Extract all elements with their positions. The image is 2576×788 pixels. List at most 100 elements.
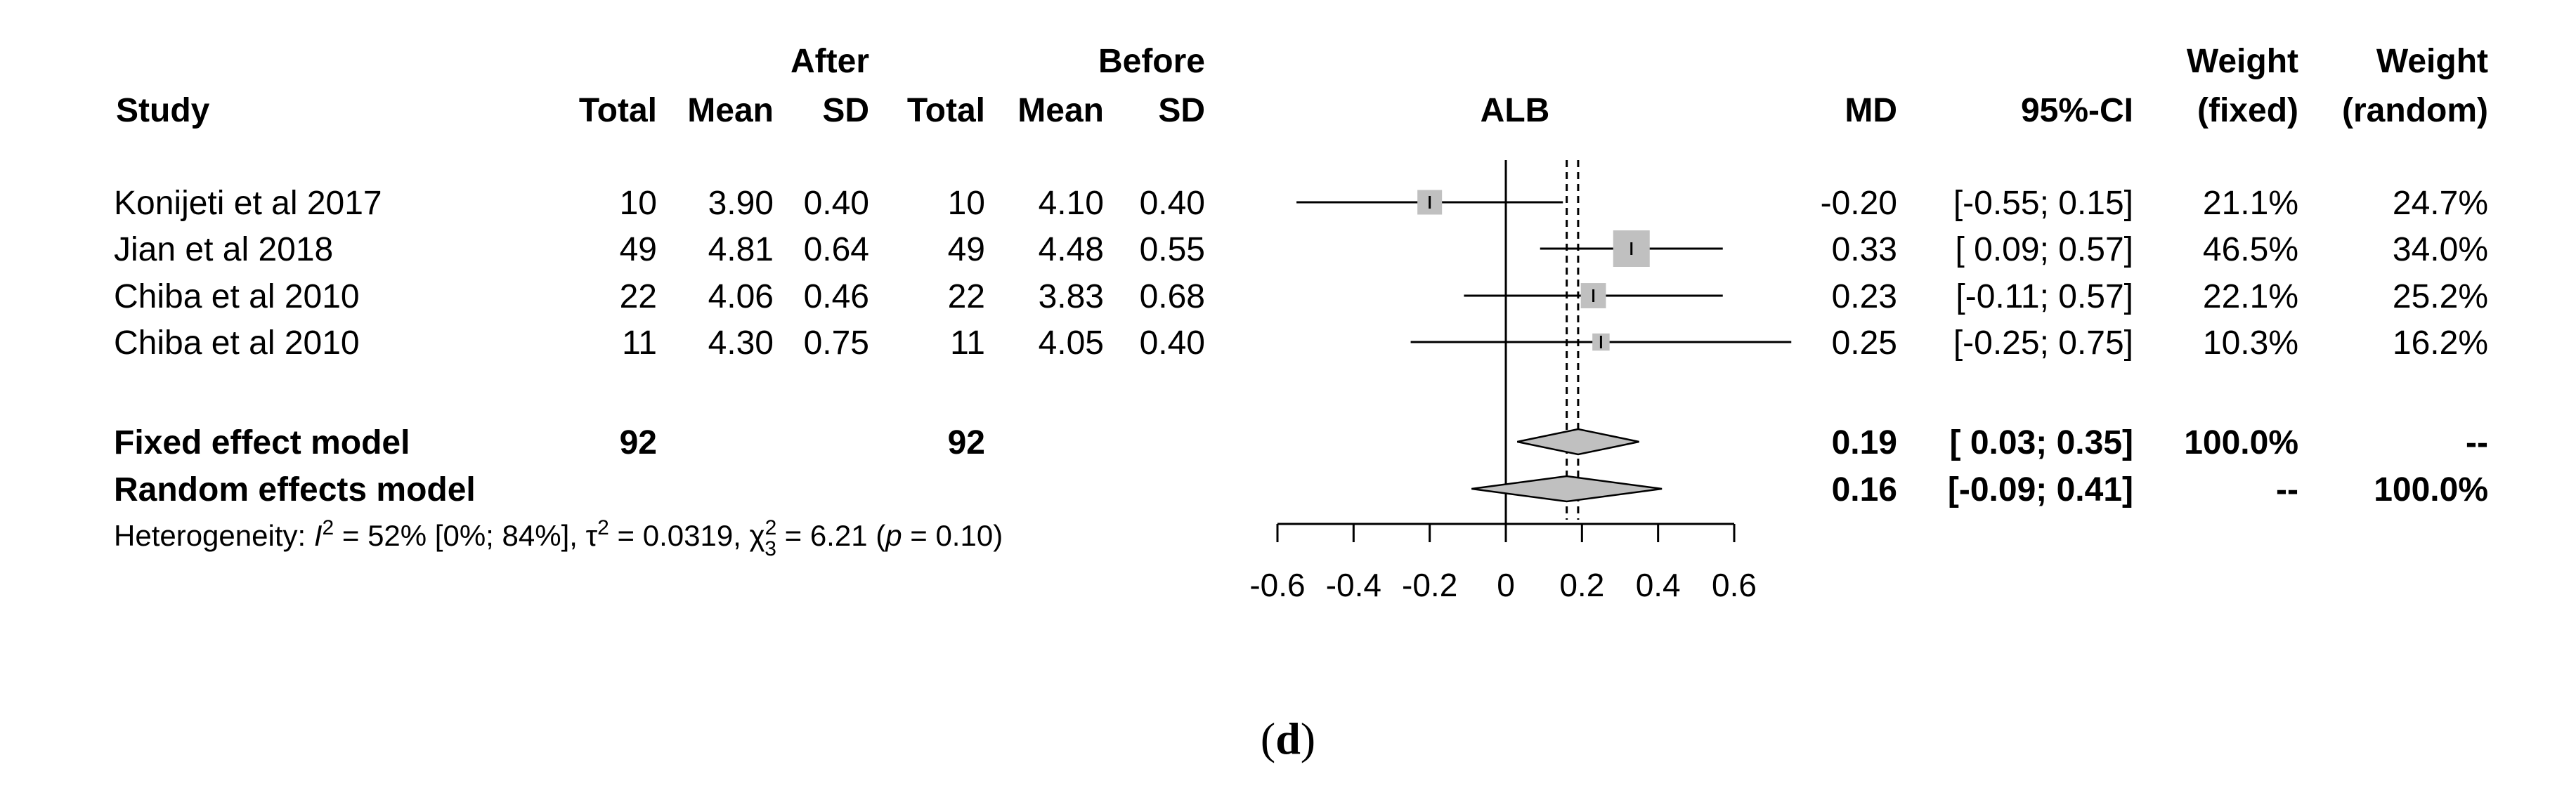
study-md: 0.23 (1832, 278, 1897, 315)
study-mean-after: 4.30 (708, 324, 774, 362)
header-study: Study (116, 92, 210, 129)
study-weight-random: 16.2% (2393, 324, 2488, 362)
fixed-total-after: 92 (620, 424, 657, 461)
study-weight-fixed: 46.5% (2203, 231, 2298, 268)
x-tick-label: 0.2 (1559, 567, 1604, 603)
fixed-total-before: 92 (948, 424, 985, 461)
study-md: 0.33 (1832, 231, 1897, 268)
chart-title: ALB (1481, 92, 1550, 129)
panel-open: ( (1261, 714, 1275, 763)
study-total-before: 49 (948, 231, 985, 268)
study-table: Konijeti et al 2017 10 3.90 0.40 10 4.10… (114, 185, 2488, 362)
panel-letter: d (1275, 714, 1301, 763)
column-headers: After Before Weight Weight Study Total M… (116, 43, 2488, 129)
study-sd-after: 0.46 (804, 278, 869, 315)
header-fixed: (fixed) (2197, 92, 2298, 129)
study-sd-after: 0.75 (804, 324, 869, 362)
study-total-before: 10 (948, 185, 985, 222)
study-total-after: 10 (620, 185, 657, 222)
header-sd-before: SD (1158, 92, 1205, 129)
study-ci: [ 0.09; 0.57] (1955, 231, 2133, 268)
study-weight-random: 24.7% (2393, 185, 2488, 222)
study-total-after: 22 (620, 278, 657, 315)
header-after: After (791, 43, 869, 80)
x-tick-label: 0.4 (1636, 567, 1681, 603)
het-prefix: Heterogeneity: (114, 519, 314, 552)
random-ci: [-0.09; 0.41] (1948, 471, 2133, 508)
fixed-ci: [ 0.03; 0.35] (1950, 424, 2133, 461)
het-p-text: = 0.10) (902, 519, 1003, 552)
het-tau-symbol: τ (586, 519, 598, 552)
study-mean-before: 4.48 (1039, 231, 1104, 268)
study-weight-fixed: 10.3% (2203, 324, 2298, 362)
study-total-before: 11 (950, 324, 985, 362)
header-total-before: Total (907, 92, 985, 129)
forest-graph: -0.6 -0.4 -0.2 0 0.2 0.4 0.6 (1249, 160, 1792, 603)
het-chi-sub: 3 (765, 537, 776, 560)
study-sd-before: 0.68 (1140, 278, 1205, 315)
study-md: -0.20 (1821, 185, 1897, 222)
study-sd-before: 0.40 (1140, 324, 1205, 362)
random-effect-diamond (1471, 475, 1663, 503)
heterogeneity-text: Heterogeneity: I2 = 52% [0%; 84%], τ2 = … (114, 516, 1003, 560)
x-tick-label: 0.6 (1712, 567, 1757, 603)
header-mean-after: Mean (687, 92, 774, 129)
study-ci: [-0.25; 0.75] (1953, 324, 2133, 362)
study-sd-before: 0.40 (1140, 185, 1205, 222)
panel-close: ) (1301, 714, 1315, 763)
study-md: 0.25 (1832, 324, 1897, 362)
study-mean-before: 4.10 (1039, 185, 1104, 222)
study-sd-after: 0.40 (804, 185, 869, 222)
study-name: Chiba et al 2010 (114, 278, 360, 315)
fixed-effect-diamond (1516, 428, 1639, 456)
het-p-symbol: p (884, 519, 902, 552)
header-total-after: Total (579, 92, 657, 129)
het-i2-text: = 52% [0%; 84%], (334, 519, 585, 552)
study-total-after: 49 (620, 231, 657, 268)
fixed-weight-random: -- (2466, 424, 2488, 461)
x-tick-label: -0.6 (1249, 567, 1305, 603)
het-tau-sup: 2 (597, 516, 609, 539)
het-chi-text: = 6.21 ( (776, 519, 885, 552)
header-md: MD (1845, 92, 1897, 129)
header-sd-after: SD (822, 92, 869, 129)
header-weight-fixed-1: Weight (2187, 43, 2298, 80)
random-model-label: Random effects model (114, 471, 476, 508)
study-name: Chiba et al 2010 (114, 324, 360, 362)
x-tick-label: 0 (1497, 567, 1515, 603)
header-before: Before (1098, 43, 1205, 80)
study-mean-after: 4.81 (708, 231, 774, 268)
study-weight-fixed: 21.1% (2203, 185, 2298, 222)
study-weight-fixed: 22.1% (2203, 278, 2298, 315)
het-i-symbol: I (314, 519, 323, 552)
study-mean-before: 4.05 (1039, 324, 1104, 362)
study-name: Jian et al 2018 (114, 231, 333, 268)
study-mean-after: 4.06 (708, 278, 774, 315)
het-chi-sup: 2 (765, 516, 777, 539)
random-md: 0.16 (1832, 471, 1897, 508)
header-ci: 95%-CI (2021, 92, 2133, 129)
fixed-weight-fixed: 100.0% (2184, 424, 2298, 461)
study-ci: [-0.55; 0.15] (1953, 185, 2133, 222)
study-total-after: 11 (622, 324, 657, 362)
fixed-model-label: Fixed effect model (114, 424, 410, 461)
het-chi-symbol: χ (750, 519, 765, 552)
summary-rows: Fixed effect model 92 92 0.19 [ 0.03; 0.… (114, 424, 2488, 508)
het-tau-text: = 0.0319, (609, 519, 750, 552)
x-tick-label: -0.2 (1402, 567, 1457, 603)
random-weight-fixed: -- (2276, 471, 2298, 508)
study-ci: [-0.11; 0.57] (1956, 278, 2133, 315)
fixed-md: 0.19 (1832, 424, 1897, 461)
study-total-before: 22 (948, 278, 985, 315)
study-weight-random: 25.2% (2393, 278, 2488, 315)
study-sd-before: 0.55 (1140, 231, 1205, 268)
study-weight-random: 34.0% (2393, 231, 2488, 268)
het-i-sup: 2 (323, 516, 334, 539)
study-mean-after: 3.90 (708, 185, 774, 222)
study-sd-after: 0.64 (804, 231, 869, 268)
header-mean-before: Mean (1017, 92, 1104, 129)
panel-label: (d) (1261, 714, 1315, 763)
x-tick-label: -0.4 (1326, 567, 1381, 603)
study-mean-before: 3.83 (1039, 278, 1104, 315)
